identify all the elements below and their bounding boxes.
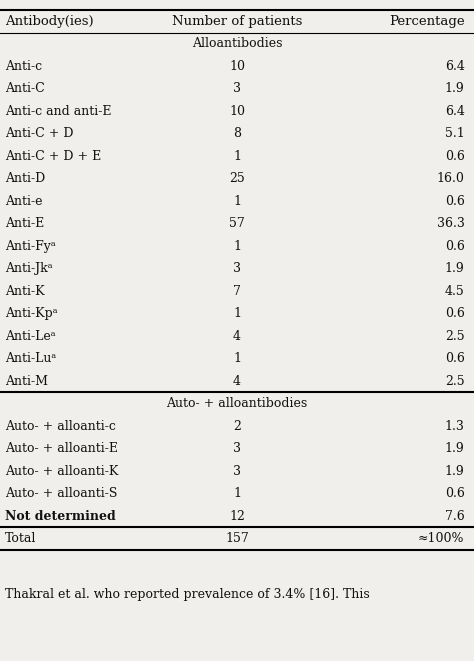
Text: 0.6: 0.6 (445, 352, 465, 366)
Text: 3: 3 (233, 465, 241, 478)
Text: 1: 1 (233, 195, 241, 208)
Text: Total: Total (5, 532, 36, 545)
Text: Auto- + alloanti-c: Auto- + alloanti-c (5, 420, 116, 433)
Text: Anti-c and anti-E: Anti-c and anti-E (5, 104, 111, 118)
Text: 3: 3 (233, 442, 241, 455)
Text: 6.4: 6.4 (445, 59, 465, 73)
Text: 5.1: 5.1 (445, 128, 465, 140)
Text: 2.5: 2.5 (445, 375, 465, 388)
Text: 157: 157 (225, 532, 249, 545)
Text: 6.4: 6.4 (445, 104, 465, 118)
Text: 12: 12 (229, 510, 245, 523)
Text: Anti-Luᵃ: Anti-Luᵃ (5, 352, 56, 366)
Text: 1: 1 (233, 240, 241, 253)
Text: 1: 1 (233, 307, 241, 320)
Text: 57: 57 (229, 217, 245, 230)
Text: 3: 3 (233, 262, 241, 275)
Text: 1.3: 1.3 (445, 420, 465, 433)
Text: Anti-C + D: Anti-C + D (5, 128, 73, 140)
Text: Anti-e: Anti-e (5, 195, 42, 208)
Text: Number of patients: Number of patients (172, 15, 302, 28)
Text: Anti-E: Anti-E (5, 217, 44, 230)
Text: Anti-C: Anti-C (5, 82, 45, 95)
Text: Antibody(ies): Antibody(ies) (5, 15, 93, 28)
Text: 7.6: 7.6 (445, 510, 465, 523)
Text: 1.9: 1.9 (445, 82, 465, 95)
Text: 7: 7 (233, 285, 241, 297)
Text: Anti-K: Anti-K (5, 285, 45, 297)
Text: 0.6: 0.6 (445, 240, 465, 253)
Text: 0.6: 0.6 (445, 195, 465, 208)
Text: 1: 1 (233, 352, 241, 366)
Text: 1.9: 1.9 (445, 442, 465, 455)
Text: Anti-C + D + E: Anti-C + D + E (5, 150, 101, 163)
Text: 25: 25 (229, 173, 245, 185)
Text: 2.5: 2.5 (445, 330, 465, 343)
Text: 0.6: 0.6 (445, 487, 465, 500)
Text: 1: 1 (233, 150, 241, 163)
Text: 0.6: 0.6 (445, 307, 465, 320)
Text: 8: 8 (233, 128, 241, 140)
Text: 1: 1 (233, 487, 241, 500)
Text: 2: 2 (233, 420, 241, 433)
Text: Anti-Fyᵃ: Anti-Fyᵃ (5, 240, 55, 253)
Text: Percentage: Percentage (389, 15, 465, 28)
Text: 4: 4 (233, 330, 241, 343)
Text: Anti-Leᵃ: Anti-Leᵃ (5, 330, 55, 343)
Text: Thakral et al. who reported prevalence of 3.4% [16]. This: Thakral et al. who reported prevalence o… (5, 588, 370, 602)
Text: Anti-Kpᵃ: Anti-Kpᵃ (5, 307, 57, 320)
Text: 0.6: 0.6 (445, 150, 465, 163)
Text: Anti-D: Anti-D (5, 173, 45, 185)
Text: Anti-c: Anti-c (5, 59, 42, 73)
Text: Auto- + alloantibodies: Auto- + alloantibodies (166, 397, 308, 410)
Text: Auto- + alloanti-E: Auto- + alloanti-E (5, 442, 118, 455)
Text: 1.9: 1.9 (445, 465, 465, 478)
Text: Auto- + alloanti-S: Auto- + alloanti-S (5, 487, 117, 500)
Text: ≈100%: ≈100% (418, 532, 465, 545)
Text: Anti-Jkᵃ: Anti-Jkᵃ (5, 262, 52, 275)
Text: Auto- + alloanti-K: Auto- + alloanti-K (5, 465, 118, 478)
Text: 36.3: 36.3 (437, 217, 465, 230)
Text: Anti-M: Anti-M (5, 375, 48, 388)
Text: Not determined: Not determined (5, 510, 116, 523)
Text: 1.9: 1.9 (445, 262, 465, 275)
Text: 3: 3 (233, 82, 241, 95)
Text: 10: 10 (229, 104, 245, 118)
Text: 10: 10 (229, 59, 245, 73)
Text: 16.0: 16.0 (437, 173, 465, 185)
Text: Alloantibodies: Alloantibodies (192, 37, 282, 50)
Text: 4: 4 (233, 375, 241, 388)
Text: 4.5: 4.5 (445, 285, 465, 297)
